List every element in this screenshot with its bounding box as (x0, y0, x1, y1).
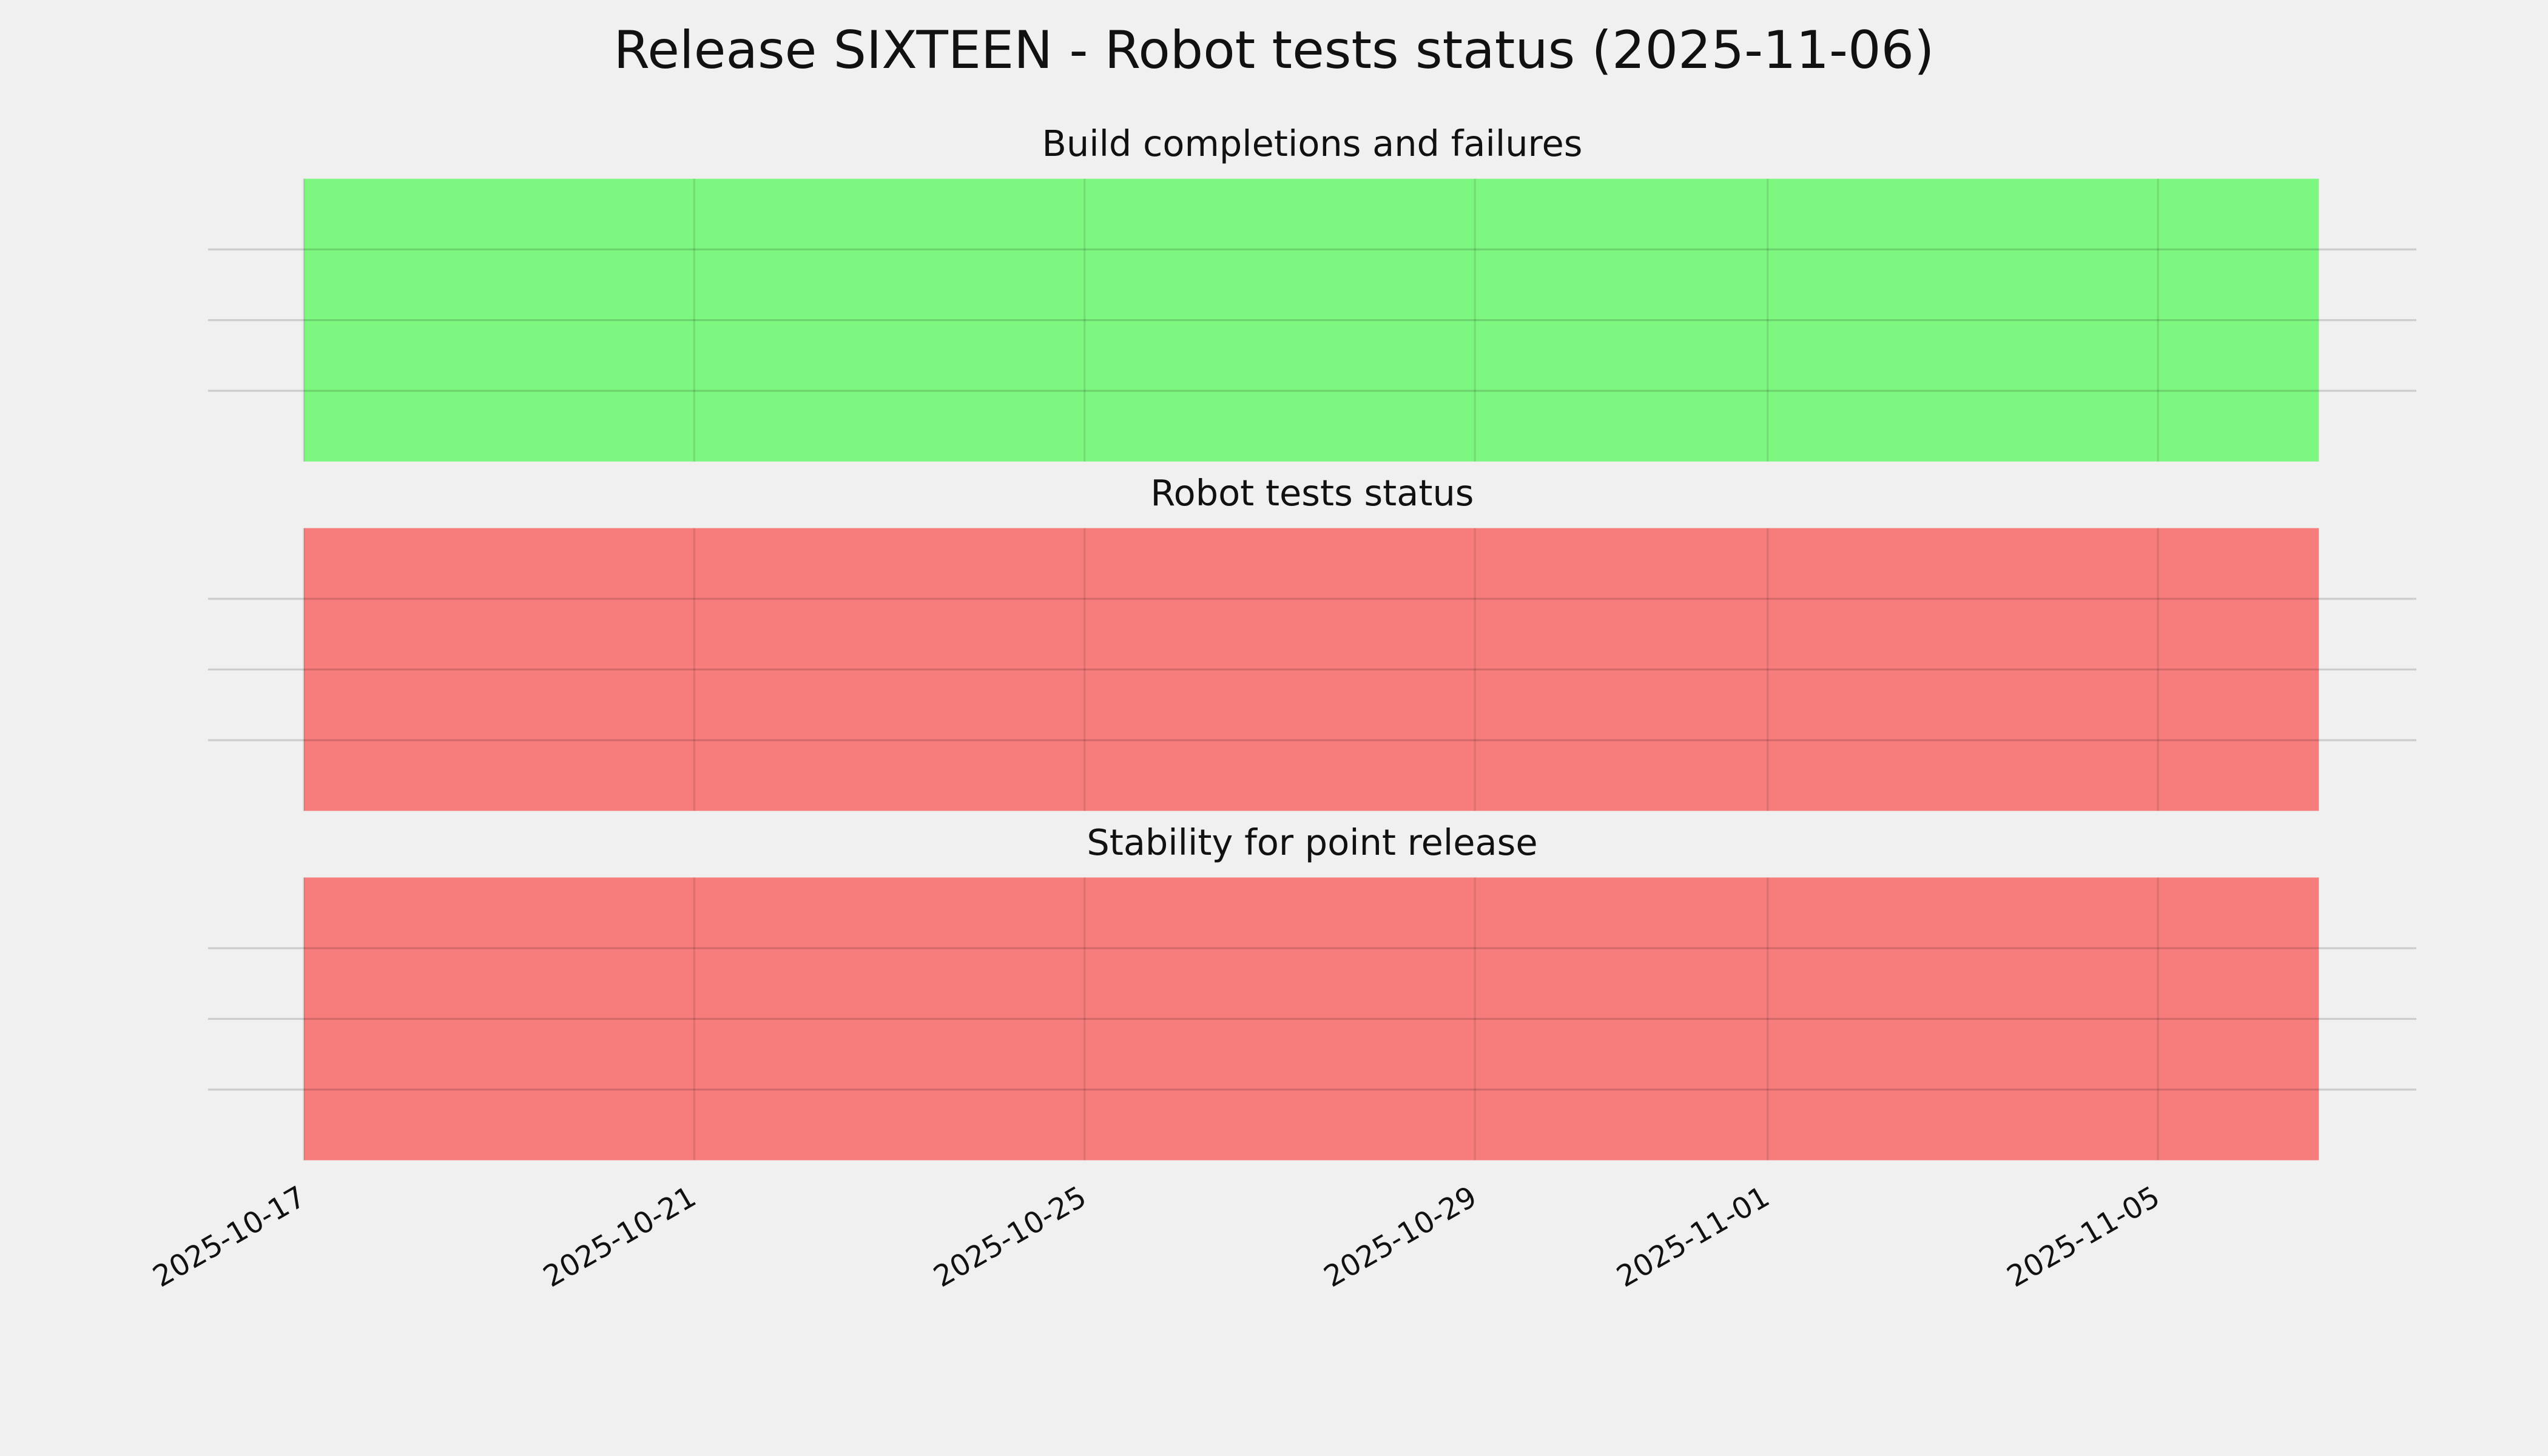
subplot-title: Build completions and failures (1042, 123, 1582, 164)
status-span (303, 877, 2319, 1161)
status-span (303, 178, 2319, 462)
subplot-title: Robot tests status (1150, 472, 1474, 514)
status-span (303, 528, 2319, 811)
subplot-title: Stability for point release (1087, 821, 1537, 863)
figure-title: Release SIXTEEN - Robot tests status (20… (614, 20, 1935, 81)
